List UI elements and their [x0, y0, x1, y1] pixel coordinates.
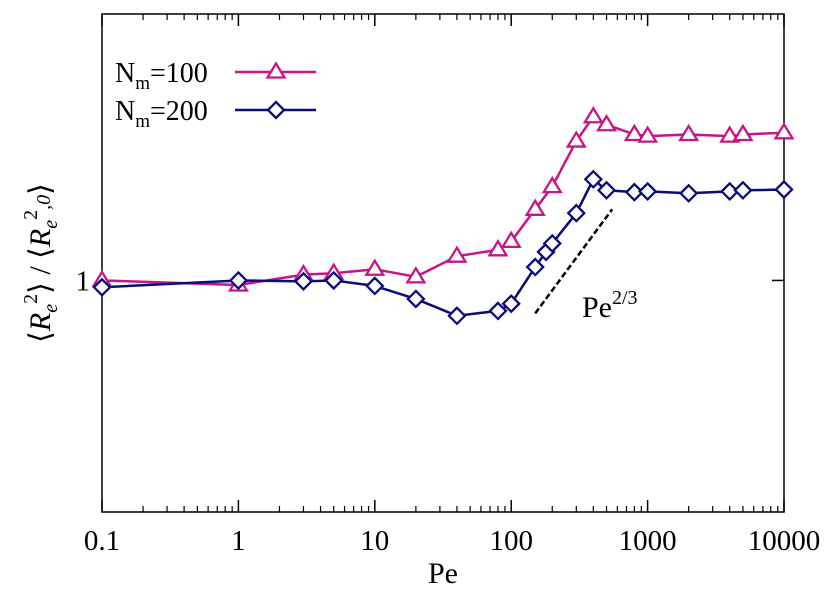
- data-point: [405, 266, 427, 284]
- data-point: [541, 175, 563, 194]
- data-point: [773, 122, 795, 140]
- data-point: [583, 169, 603, 189]
- y-axis-label: ⟨Re2⟩ / ⟨Re2,0⟩: [20, 183, 62, 343]
- data-point: [364, 258, 386, 276]
- legend-marker: [265, 61, 287, 79]
- data-point: [565, 130, 587, 148]
- data-point: [293, 271, 314, 291]
- data-point: [406, 289, 426, 309]
- data-point: [678, 123, 700, 142]
- annotation-layer: Pe2/3: [534, 208, 638, 324]
- data-point: [324, 270, 344, 291]
- series-line: [101, 178, 785, 318]
- series-layer: [91, 106, 795, 326]
- data-point: [774, 179, 794, 200]
- legend-label: Nm=100: [115, 58, 208, 94]
- data-point: [542, 233, 562, 254]
- data-point: [582, 106, 604, 124]
- plot-frame: [101, 13, 785, 513]
- axis-ticks: 0.1 1 10 100 1000 10000 1: [76, 14, 821, 557]
- x-tick-label: 0.1: [84, 525, 120, 557]
- data-point: [92, 277, 112, 297]
- data-point: [228, 270, 249, 291]
- data-point: [500, 230, 522, 249]
- x-tick-label: 100: [489, 525, 533, 557]
- data-point: [732, 123, 754, 142]
- data-point: [624, 182, 645, 202]
- data-point: [733, 180, 753, 200]
- y-tick-label: 1: [76, 265, 91, 297]
- data-point: [487, 239, 509, 257]
- series-2: [92, 169, 794, 326]
- data-point: [488, 301, 508, 321]
- data-point: [637, 125, 659, 143]
- data-point: [566, 203, 586, 223]
- data-point: [679, 183, 699, 203]
- data-point: [596, 180, 617, 200]
- legend-marker: [266, 100, 286, 120]
- data-point: [501, 294, 521, 314]
- series-line: [101, 115, 785, 287]
- x-axis-label: Pe: [428, 557, 458, 589]
- data-point: [447, 306, 467, 326]
- data-point: [365, 276, 385, 296]
- slope-label: Pe2/3: [582, 287, 638, 324]
- x-tick-label: 1: [231, 525, 246, 557]
- data-point: [595, 113, 618, 132]
- data-point: [524, 198, 546, 216]
- x-tick-label: 10: [360, 525, 389, 557]
- legend-label: Nm=200: [115, 96, 208, 132]
- slope-reference-line: [534, 208, 614, 315]
- data-point: [446, 245, 468, 263]
- x-tick-label: 10000: [748, 525, 821, 557]
- data-point: [719, 125, 741, 143]
- data-point: [623, 123, 645, 142]
- data-point: [637, 181, 658, 202]
- svg-text:⟨Re2⟩ / ⟨Re2,0⟩: ⟨Re2⟩ / ⟨Re2,0⟩: [20, 183, 62, 343]
- x-tick-label: 1000: [619, 525, 677, 557]
- data-point: [525, 257, 545, 277]
